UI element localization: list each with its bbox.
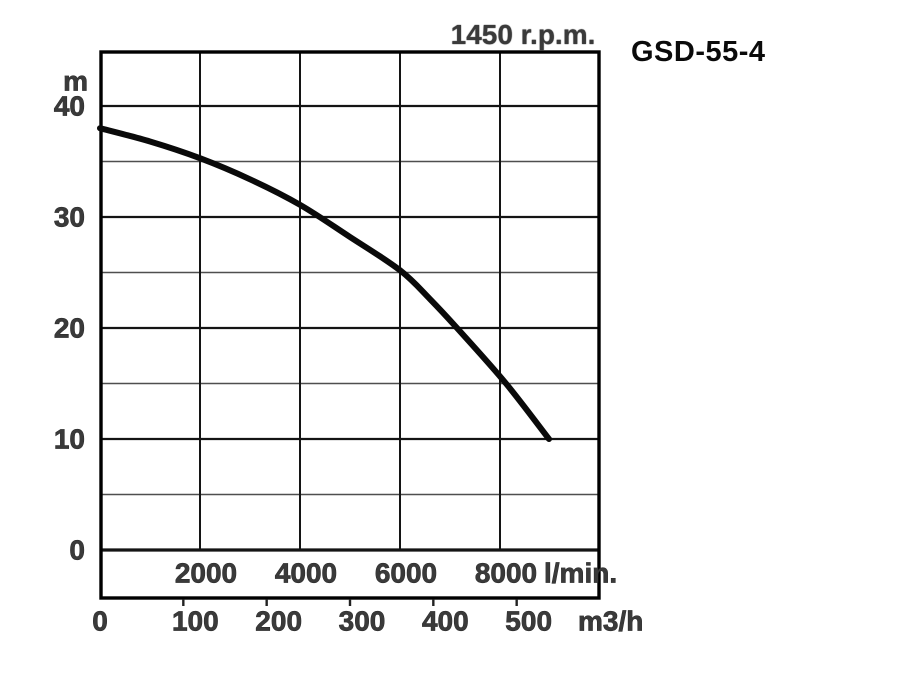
x-top-label-2000: 2000	[175, 558, 237, 589]
y-axis-label-40: 40	[54, 91, 85, 122]
x-bottom-label-0: 0	[92, 606, 108, 637]
plot-frame	[99, 50, 601, 600]
y-axis-label-20: 20	[54, 313, 85, 344]
x-bottom-label-500: 500	[505, 606, 552, 637]
y-axis-label-10: 10	[54, 424, 85, 455]
x-top-label-8000: 8000	[475, 558, 537, 589]
x-bottom-label-200: 200	[255, 606, 302, 637]
x-top-unit-label: l/min.	[544, 558, 617, 589]
model-title: GSD-55-4	[631, 36, 766, 68]
x-bottom-unit-label: m3/h	[578, 606, 643, 637]
y-axis-label-0: 0	[69, 535, 85, 566]
x-bottom-label-400: 400	[422, 606, 469, 637]
head-flow-curve	[97, 125, 552, 442]
rpm-title: 1450 r.p.m.	[450, 19, 596, 50]
y-axis-unit-label: m	[63, 66, 88, 97]
x-top-label-6000: 6000	[375, 558, 437, 589]
x-bottom-label-100: 100	[172, 606, 219, 637]
y-axis-label-30: 30	[54, 202, 85, 233]
x-top-label-4000: 4000	[275, 558, 337, 589]
x-bottom-label-300: 300	[339, 606, 386, 637]
